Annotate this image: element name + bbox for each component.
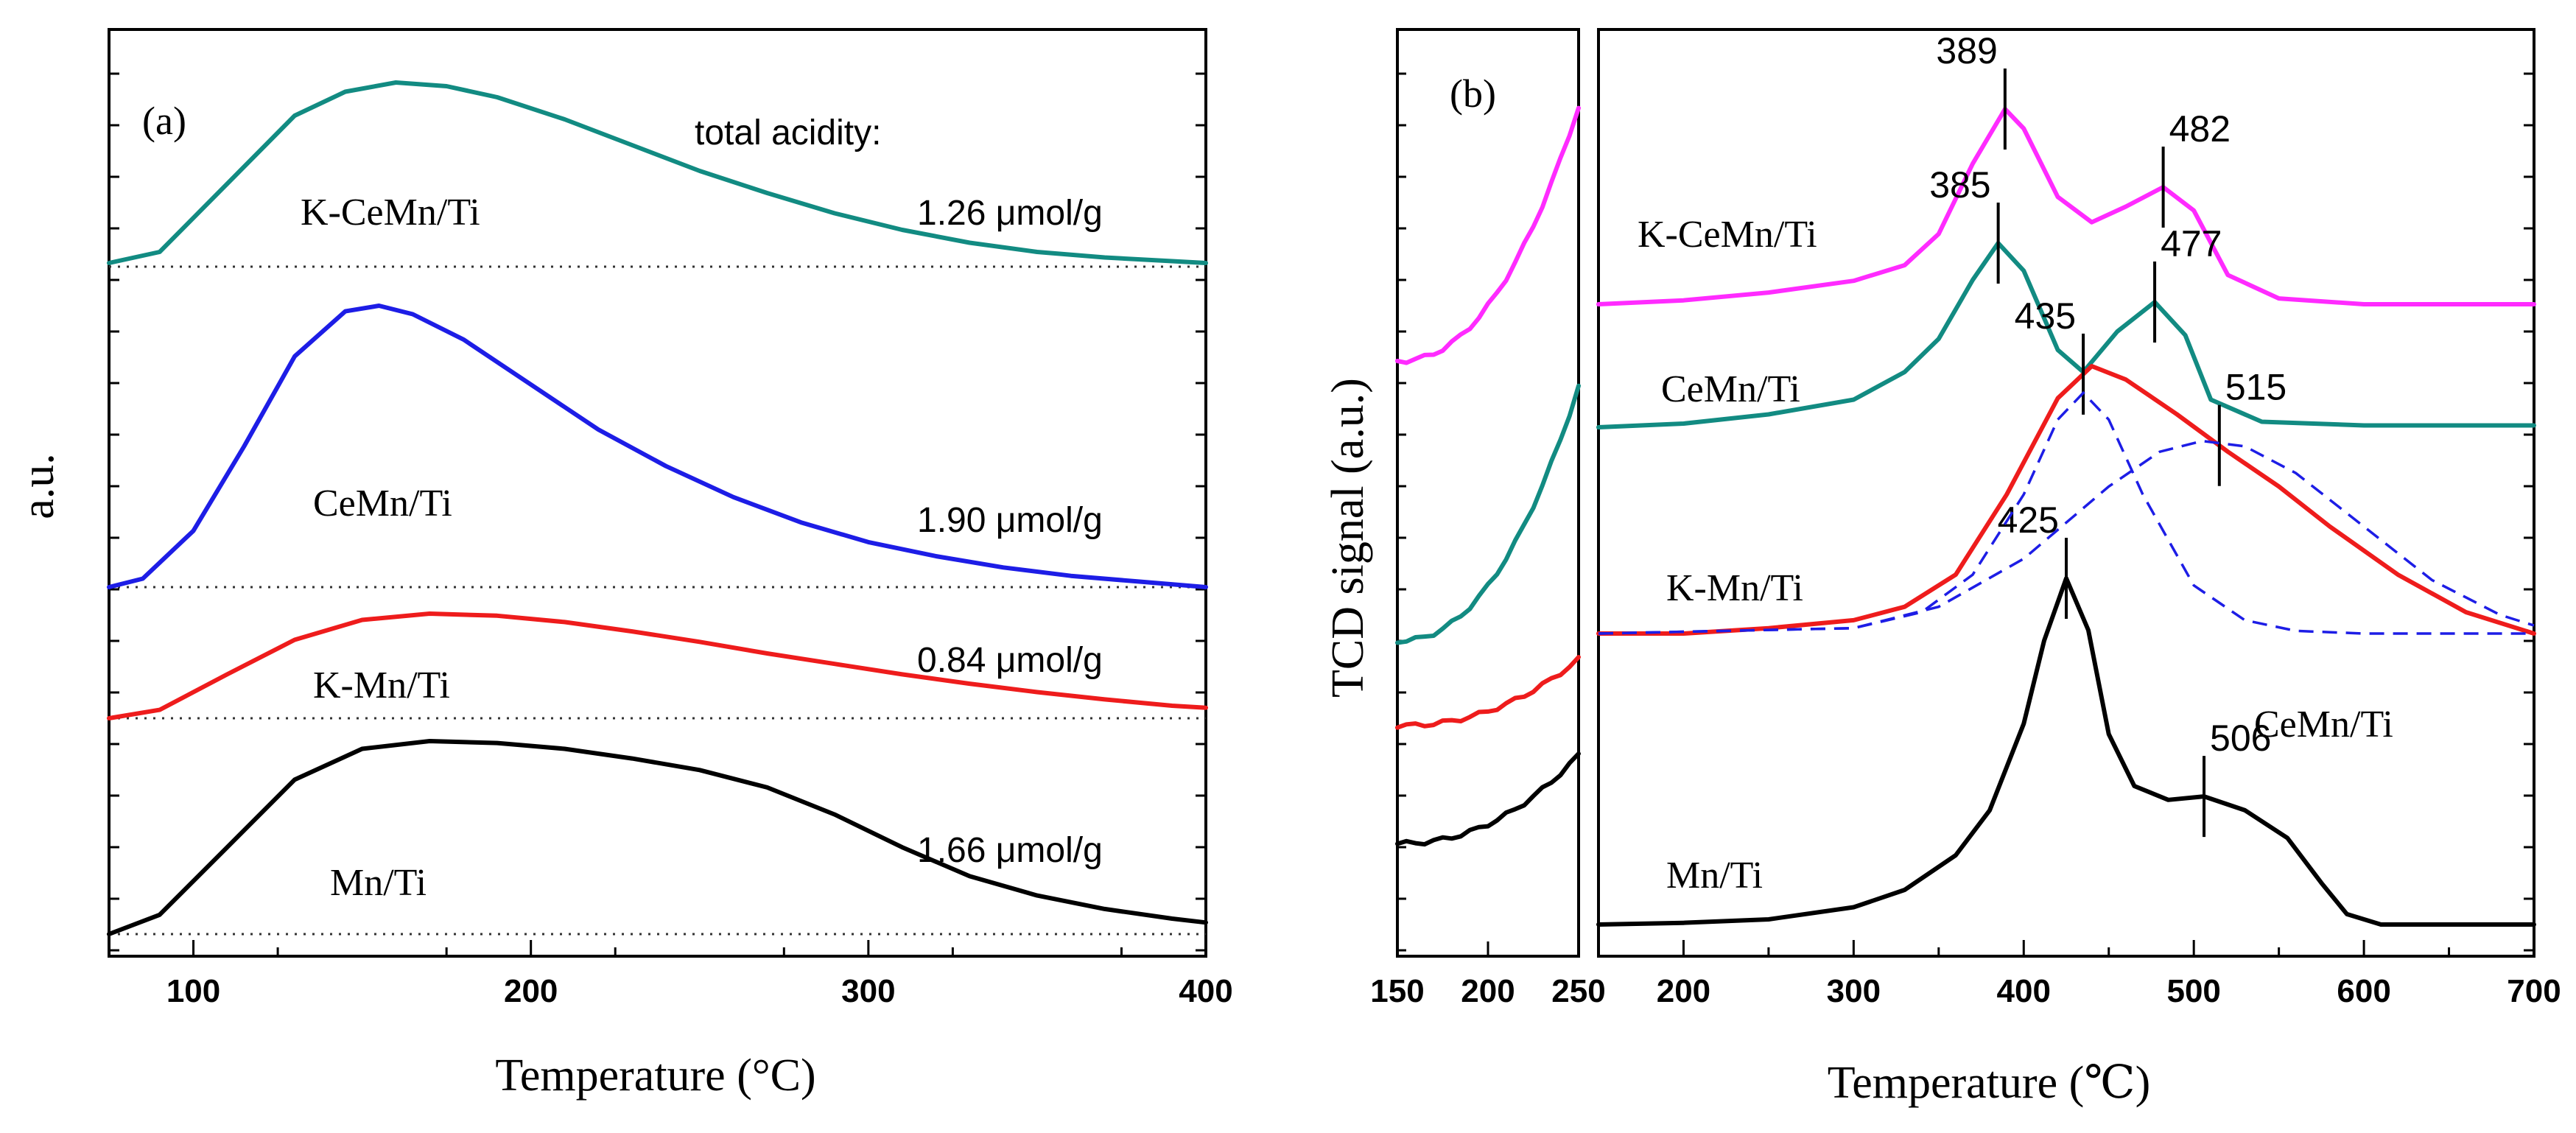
panel-b-sample-label: K-Mn/Ti bbox=[1666, 567, 1803, 609]
panel-b-deconvolution-435 bbox=[1598, 390, 2534, 635]
panel-b-main-xtick-label: 300 bbox=[1827, 973, 1881, 1009]
panel-b-tpr: TCD signal (a.u.) Temperature (℃) (b) 15… bbox=[1323, 28, 2561, 1108]
panel-b-label: (b) bbox=[1450, 71, 1496, 116]
panel-b-peak-label: 435 bbox=[2015, 295, 2076, 337]
panel-a-xlabel: Temperature (°C) bbox=[495, 1050, 815, 1101]
panel-b-xlabel: Temperature (℃) bbox=[1828, 1058, 2151, 1108]
panel-a-series-k-mn-ti bbox=[107, 611, 1208, 720]
panel-a-xtick-label: 200 bbox=[504, 973, 558, 1009]
panel-b-peak-label: 389 bbox=[1936, 30, 1997, 71]
panel-a-sample-label: CeMn/Ti bbox=[313, 483, 452, 525]
panel-b-inset-series-mn-ti bbox=[1395, 751, 1581, 847]
panel-b-peak-label: 506 bbox=[2210, 718, 2271, 759]
panel-a-series-mn-ti bbox=[107, 739, 1208, 936]
panel-b-inset-frame bbox=[1396, 28, 1580, 958]
panel-b-sample-label: CeMn/Ti bbox=[2254, 704, 2393, 746]
panel-a-acidity-value: 1.90 μmol/g bbox=[917, 501, 1103, 540]
panel-a-sample-label: K-CeMn/Ti bbox=[301, 192, 480, 234]
panel-b-main-xtick-label: 400 bbox=[1997, 973, 2051, 1009]
panel-a-acidity-value: 0.84 μmol/g bbox=[917, 641, 1103, 680]
panel-a-tpd: a.u. Temperature (°C) (a) total acidity:… bbox=[13, 28, 1233, 1101]
panel-b-inset-series-k-mn-ti bbox=[1395, 655, 1581, 730]
panel-a-series-k-cemn-ti bbox=[107, 80, 1208, 265]
panel-b-main-frame bbox=[1597, 28, 2535, 958]
panel-b-inset-series-k-cemn-ti bbox=[1395, 105, 1581, 365]
panel-b-series-mn-ti bbox=[1596, 576, 2536, 927]
panel-a-acidity-value: 1.26 μmol/g bbox=[917, 194, 1103, 233]
panel-a-label: (a) bbox=[142, 99, 186, 143]
panel-b-series-k-cemn-ti bbox=[1596, 107, 2536, 306]
panel-a-xtick-label: 300 bbox=[841, 973, 895, 1009]
panel-a-acidity-value: 1.66 μmol/g bbox=[917, 831, 1103, 870]
panel-a-sample-label: Mn/Ti bbox=[330, 862, 427, 904]
panel-a-frame bbox=[108, 28, 1207, 958]
panel-a-sample-label: K-Mn/Ti bbox=[313, 664, 450, 706]
panel-a-xtick-label: 100 bbox=[166, 973, 220, 1009]
panel-a-ylabel: a.u. bbox=[13, 453, 63, 519]
panel-b-main-xtick-label: 500 bbox=[2166, 973, 2220, 1009]
panel-b-inset-xtick-label: 250 bbox=[1551, 973, 1605, 1009]
panel-b-inset-xtick-label: 200 bbox=[1461, 973, 1515, 1009]
panel-b-sample-label: Mn/Ti bbox=[1666, 855, 1763, 897]
panel-b-peak-label: 482 bbox=[2169, 108, 2231, 150]
panel-b-peak-label: 385 bbox=[1929, 164, 1990, 206]
panel-a-series-cemn-ti bbox=[107, 304, 1208, 589]
panel-b-peak-label: 477 bbox=[2161, 223, 2222, 264]
panel-b-series-k-mn-ti bbox=[1596, 364, 2536, 636]
panel-b-series-cemn-ti bbox=[1596, 241, 2536, 429]
panel-b-main-xtick-label: 200 bbox=[1657, 973, 1710, 1009]
panel-b-main-xtick-label: 600 bbox=[2337, 973, 2390, 1009]
panel-b-deconvolution-515 bbox=[1598, 439, 2535, 635]
panel-b-peak-label: 515 bbox=[2225, 367, 2287, 408]
panel-a-xtick-label: 400 bbox=[1179, 973, 1232, 1009]
panel-b-inset-xtick-label: 150 bbox=[1370, 973, 1424, 1009]
panel-b-sample-label: K-CeMn/Ti bbox=[1638, 214, 1817, 256]
panel-a-acidity-header: total acidity: bbox=[695, 113, 881, 152]
panel-b-main-xtick-label: 700 bbox=[2507, 973, 2561, 1009]
panel-b-ylabel: TCD signal (a.u.) bbox=[1323, 378, 1373, 698]
panel-b-sample-label: CeMn/Ti bbox=[1661, 368, 1800, 410]
panel-b-inset-series-cemn-ti bbox=[1395, 383, 1581, 645]
